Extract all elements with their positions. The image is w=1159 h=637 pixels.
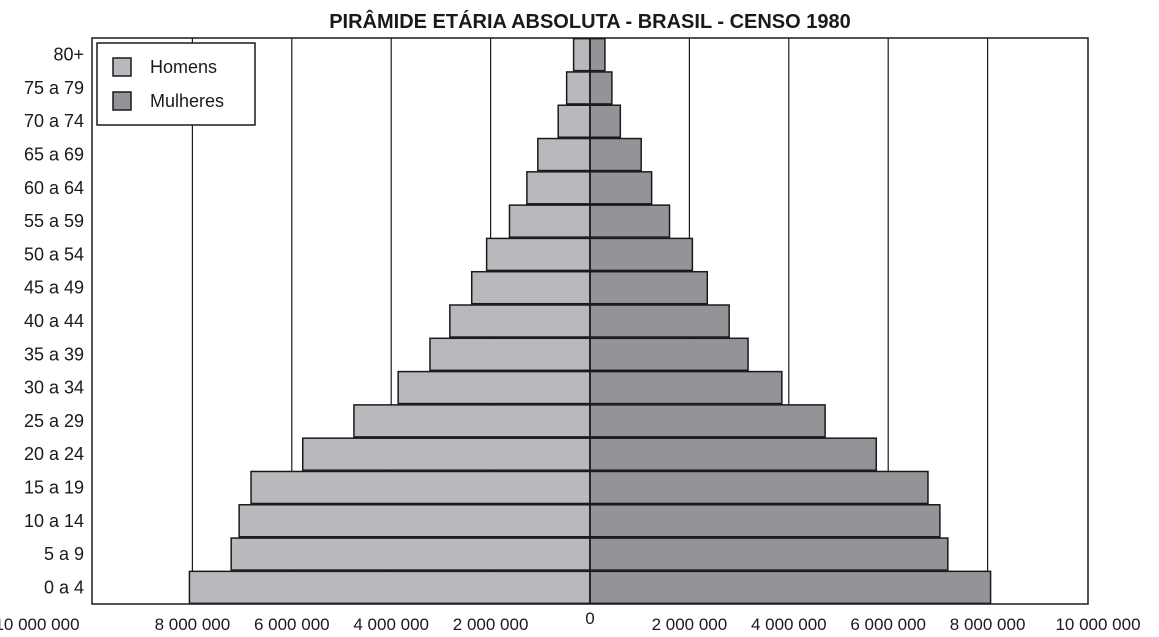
bar-women [589, 537, 949, 571]
bar-men [230, 537, 591, 571]
age-group-label: 65 a 69 [24, 145, 84, 165]
age-group-label: 30 a 34 [24, 378, 84, 398]
plot-border [91, 37, 1089, 605]
age-group-label: 60 a 64 [24, 178, 84, 198]
bar-women [589, 71, 613, 105]
bar-men [565, 71, 591, 105]
bar-women [589, 304, 730, 338]
x-tick-label: 0 [585, 609, 594, 628]
x-tick-label: 8 000 000 [155, 615, 231, 634]
bar-women [589, 504, 941, 538]
age-group-label: 35 a 39 [24, 344, 84, 364]
plot-frame [91, 37, 1089, 605]
bar-men [188, 570, 591, 605]
bar-men [526, 171, 591, 205]
bar-men [238, 504, 591, 538]
bar-men [429, 337, 591, 372]
age-group-labels: 80+ 75 a 79 70 a 74 65 a 69 60 a 64 55 a 59 50… [24, 45, 84, 598]
bar-women [589, 104, 622, 138]
age-group-label: 10 a 14 [24, 511, 84, 531]
bar-men [397, 370, 591, 405]
legend-swatch [112, 57, 132, 77]
age-group-label: 15 a 19 [24, 477, 84, 497]
bar-men [250, 470, 591, 505]
bar-women [589, 237, 694, 272]
legend-swatch [112, 91, 132, 111]
x-tick-label: 6 000 000 [254, 615, 330, 634]
x-tick-label: 10 000 000 [1055, 615, 1140, 634]
x-tick-label: 6 000 000 [850, 615, 926, 634]
bar-women [589, 37, 606, 72]
bar-men [508, 204, 591, 238]
bar-women [589, 137, 642, 172]
age-group-label: 45 a 49 [24, 278, 84, 298]
bar-men [485, 237, 591, 272]
bar-men [557, 104, 591, 138]
bar-women [589, 337, 749, 372]
bar-women [589, 470, 929, 505]
x-tick-label: 2 000 000 [652, 615, 728, 634]
bar-women [589, 570, 992, 605]
bar-men [353, 404, 591, 438]
legend-box [96, 42, 256, 126]
legend-label: Mulheres [150, 91, 224, 111]
bar-men [470, 270, 591, 305]
x-tick-label: 4 000 000 [751, 615, 827, 634]
age-group-label: 0 a 4 [44, 577, 84, 597]
bar-men [537, 137, 591, 172]
bar-women [589, 171, 653, 205]
bar-women [589, 370, 783, 405]
bar-women [589, 437, 878, 471]
bar-men [449, 304, 591, 338]
age-group-label: 55 a 59 [24, 211, 84, 231]
x-tick-label: 10 000 000 [0, 615, 80, 634]
age-group-label: 75 a 79 [24, 78, 84, 98]
bar-men [301, 437, 591, 471]
age-group-label: 5 a 9 [44, 544, 84, 564]
legend-label: Homens [150, 57, 217, 77]
x-axis-tick-labels: 10 000 000 8 000 000 6 000 000 4 000 000 2 0… [0, 609, 1141, 634]
age-group-label: 25 a 29 [24, 411, 84, 431]
bar-women [589, 270, 709, 305]
age-group-label: 70 a 74 [24, 111, 84, 131]
age-group-label: 20 a 24 [24, 444, 84, 464]
bars [188, 37, 992, 605]
age-group-label: 80+ [53, 45, 84, 65]
x-tick-label: 2 000 000 [453, 615, 529, 634]
age-group-label: 40 a 44 [24, 311, 84, 331]
age-group-label: 50 a 54 [24, 244, 84, 264]
x-tick-label: 4 000 000 [353, 615, 429, 634]
legend: Homens Mulheres [96, 42, 256, 126]
chart-title: PIRÂMIDE ETÁRIA ABSOLUTA - BRASIL - CENS… [329, 9, 851, 33]
bar-women [589, 404, 826, 438]
bar-men [572, 37, 591, 72]
bar-women [589, 204, 671, 238]
x-tick-label: 8 000 000 [950, 615, 1026, 634]
